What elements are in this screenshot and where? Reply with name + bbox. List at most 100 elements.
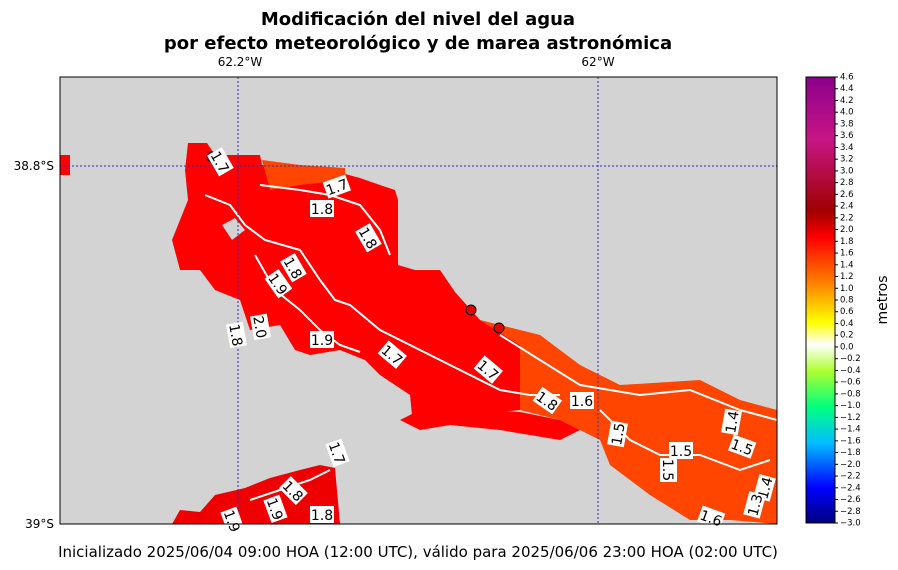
contour-label-text: 1.5 xyxy=(659,459,675,481)
contour-label-text: 1.8 xyxy=(311,508,333,524)
station-marker xyxy=(493,322,505,334)
contour-label-bg xyxy=(743,491,766,519)
contour-label-bg xyxy=(207,147,234,177)
contour-label-text: 1.9 xyxy=(311,333,333,349)
contour-line xyxy=(499,334,777,421)
lat-label: 38.8°S xyxy=(14,159,54,173)
colorbar-tick-label: 3.2 xyxy=(840,155,854,165)
map-area: 1.71.71.81.81.81.92.01.8 1.91.71.71.8 1.61… xyxy=(59,76,778,536)
contour-label: 1.8 xyxy=(310,200,334,218)
colorbar-scale xyxy=(805,76,836,524)
colorbar-tick-label: −1.0 xyxy=(840,401,861,411)
map-frame xyxy=(59,76,778,525)
contour-label: 1.8 xyxy=(225,321,247,349)
contour-label-bg xyxy=(473,355,503,384)
colorbar-tick-label: 2.2 xyxy=(840,213,854,223)
contour-label-text: 1.5 xyxy=(670,444,692,460)
contour-line xyxy=(259,184,391,256)
contour-label: 1.4 xyxy=(721,408,743,436)
contour-label: 1.5 xyxy=(669,442,693,460)
water-field xyxy=(172,465,340,524)
lon-label: 62.2°W xyxy=(218,55,263,69)
colorbar-tick-label: 0.4 xyxy=(840,319,854,329)
contour-label-text: 1.4 xyxy=(723,410,743,435)
contour-label-bg xyxy=(660,458,677,482)
colorbar-tick-label: −0.8 xyxy=(840,389,861,399)
contour-label-bg xyxy=(570,392,594,409)
colorbar-tick-label: 3.4 xyxy=(840,143,854,153)
colorbar-tick-label: 4.4 xyxy=(840,84,854,94)
colorbar-tick-label: 4.2 xyxy=(840,96,854,106)
contour-label: 1.5 xyxy=(659,458,677,482)
contour-label-text: 1.3 xyxy=(745,492,766,518)
water-field xyxy=(172,143,520,415)
contour-label-bg xyxy=(310,506,334,523)
contour-label-bg xyxy=(310,200,334,217)
contour-label: 1.5 xyxy=(727,434,757,460)
colorbar-tick-label: −2.8 xyxy=(840,507,861,517)
station-marker xyxy=(465,304,477,316)
colorbar-tick-label: 2.6 xyxy=(840,190,854,200)
colorbar-tick-label: −3.0 xyxy=(840,519,861,529)
colorbar-tick-label: 0.8 xyxy=(840,296,854,306)
contour-label-text: 2.0 xyxy=(249,315,269,340)
contour-label: 1.9 xyxy=(220,506,245,536)
contour-line xyxy=(204,194,560,396)
contour-label-bg xyxy=(377,340,407,369)
contour-label-bg xyxy=(220,506,245,536)
colorbar-tick-label: 0.6 xyxy=(840,307,854,317)
contour-label-bg xyxy=(278,476,308,506)
contour-label-text: 1.5 xyxy=(609,422,629,447)
colorbar-tick-label: −0.6 xyxy=(840,378,861,388)
colorbar-tick-label: 4.6 xyxy=(840,73,854,83)
title-line: por efecto meteorológico y de marea astr… xyxy=(164,33,672,54)
colorbar-tick-label: −2.6 xyxy=(840,495,861,505)
contour-label-bg xyxy=(226,321,247,349)
contour-label-text: 1.7 xyxy=(325,440,348,466)
contour-label-bg xyxy=(607,420,628,448)
colorbar-tick-label: −1.2 xyxy=(840,413,861,423)
contour-label-bg xyxy=(355,223,382,253)
colorbar-label: metros xyxy=(875,275,891,324)
colorbar-tick-label: 3.6 xyxy=(840,131,854,141)
colorbar-tick-label: 2.4 xyxy=(840,202,854,212)
colorbar-tick-label: −2.2 xyxy=(840,472,861,482)
lon-label: 62°W xyxy=(581,55,614,69)
colorbar-tick-label: −1.8 xyxy=(840,448,861,458)
land-hole xyxy=(222,218,245,240)
contour-label: 1.6 xyxy=(570,392,594,410)
colorbar-tick-label: −0.4 xyxy=(840,366,861,376)
colorbar-tick-label: 0.2 xyxy=(840,331,854,341)
contour-label: 1.7 xyxy=(322,174,352,200)
colorbar-tick-label: 3.8 xyxy=(840,119,854,129)
colorbar-tick-label: −2.4 xyxy=(840,483,861,493)
colorbar-tick-label: 1.2 xyxy=(840,272,854,282)
colorbar-tick-label: 0.0 xyxy=(840,342,854,352)
contour-label-text: 1.9 xyxy=(220,508,243,534)
contour-label-text: 1.7 xyxy=(324,177,350,200)
contour-label-bg xyxy=(310,331,334,348)
colorbar-tick-label: −1.6 xyxy=(840,436,861,446)
contour-label-bg xyxy=(727,434,757,459)
contour-label-text: 1.8 xyxy=(225,323,245,348)
colorbar-tick-label: 1.6 xyxy=(840,249,854,259)
colorbar-tick-label: −2.0 xyxy=(840,460,861,470)
colorbar-tick-label: 4.0 xyxy=(840,108,854,118)
contour-label: 1.9 xyxy=(310,331,334,349)
contour-label-bg xyxy=(263,494,288,524)
contour-label: 1.5 xyxy=(607,420,629,448)
colorbar-tick-label: 3.0 xyxy=(840,166,854,176)
water-field xyxy=(60,155,70,175)
contour-label-text: 1.6 xyxy=(697,508,723,531)
colorbar-tick-label: 1.8 xyxy=(840,237,854,247)
contour-label: 1.9 xyxy=(263,494,288,524)
contour-label: 1.3 xyxy=(743,491,767,519)
contour-label-text: 1.5 xyxy=(728,437,754,460)
colorbar-tick-label: 2.8 xyxy=(840,178,854,188)
contour-label-bg xyxy=(325,438,350,468)
footer-caption: Inicializado 2025/06/04 09:00 HOA (12:00… xyxy=(58,543,778,561)
colorbar-tick-label: 1.4 xyxy=(840,260,854,270)
contour-label-bg xyxy=(721,408,742,436)
water-field xyxy=(400,410,580,440)
contour-label-text: 1.9 xyxy=(263,496,286,522)
